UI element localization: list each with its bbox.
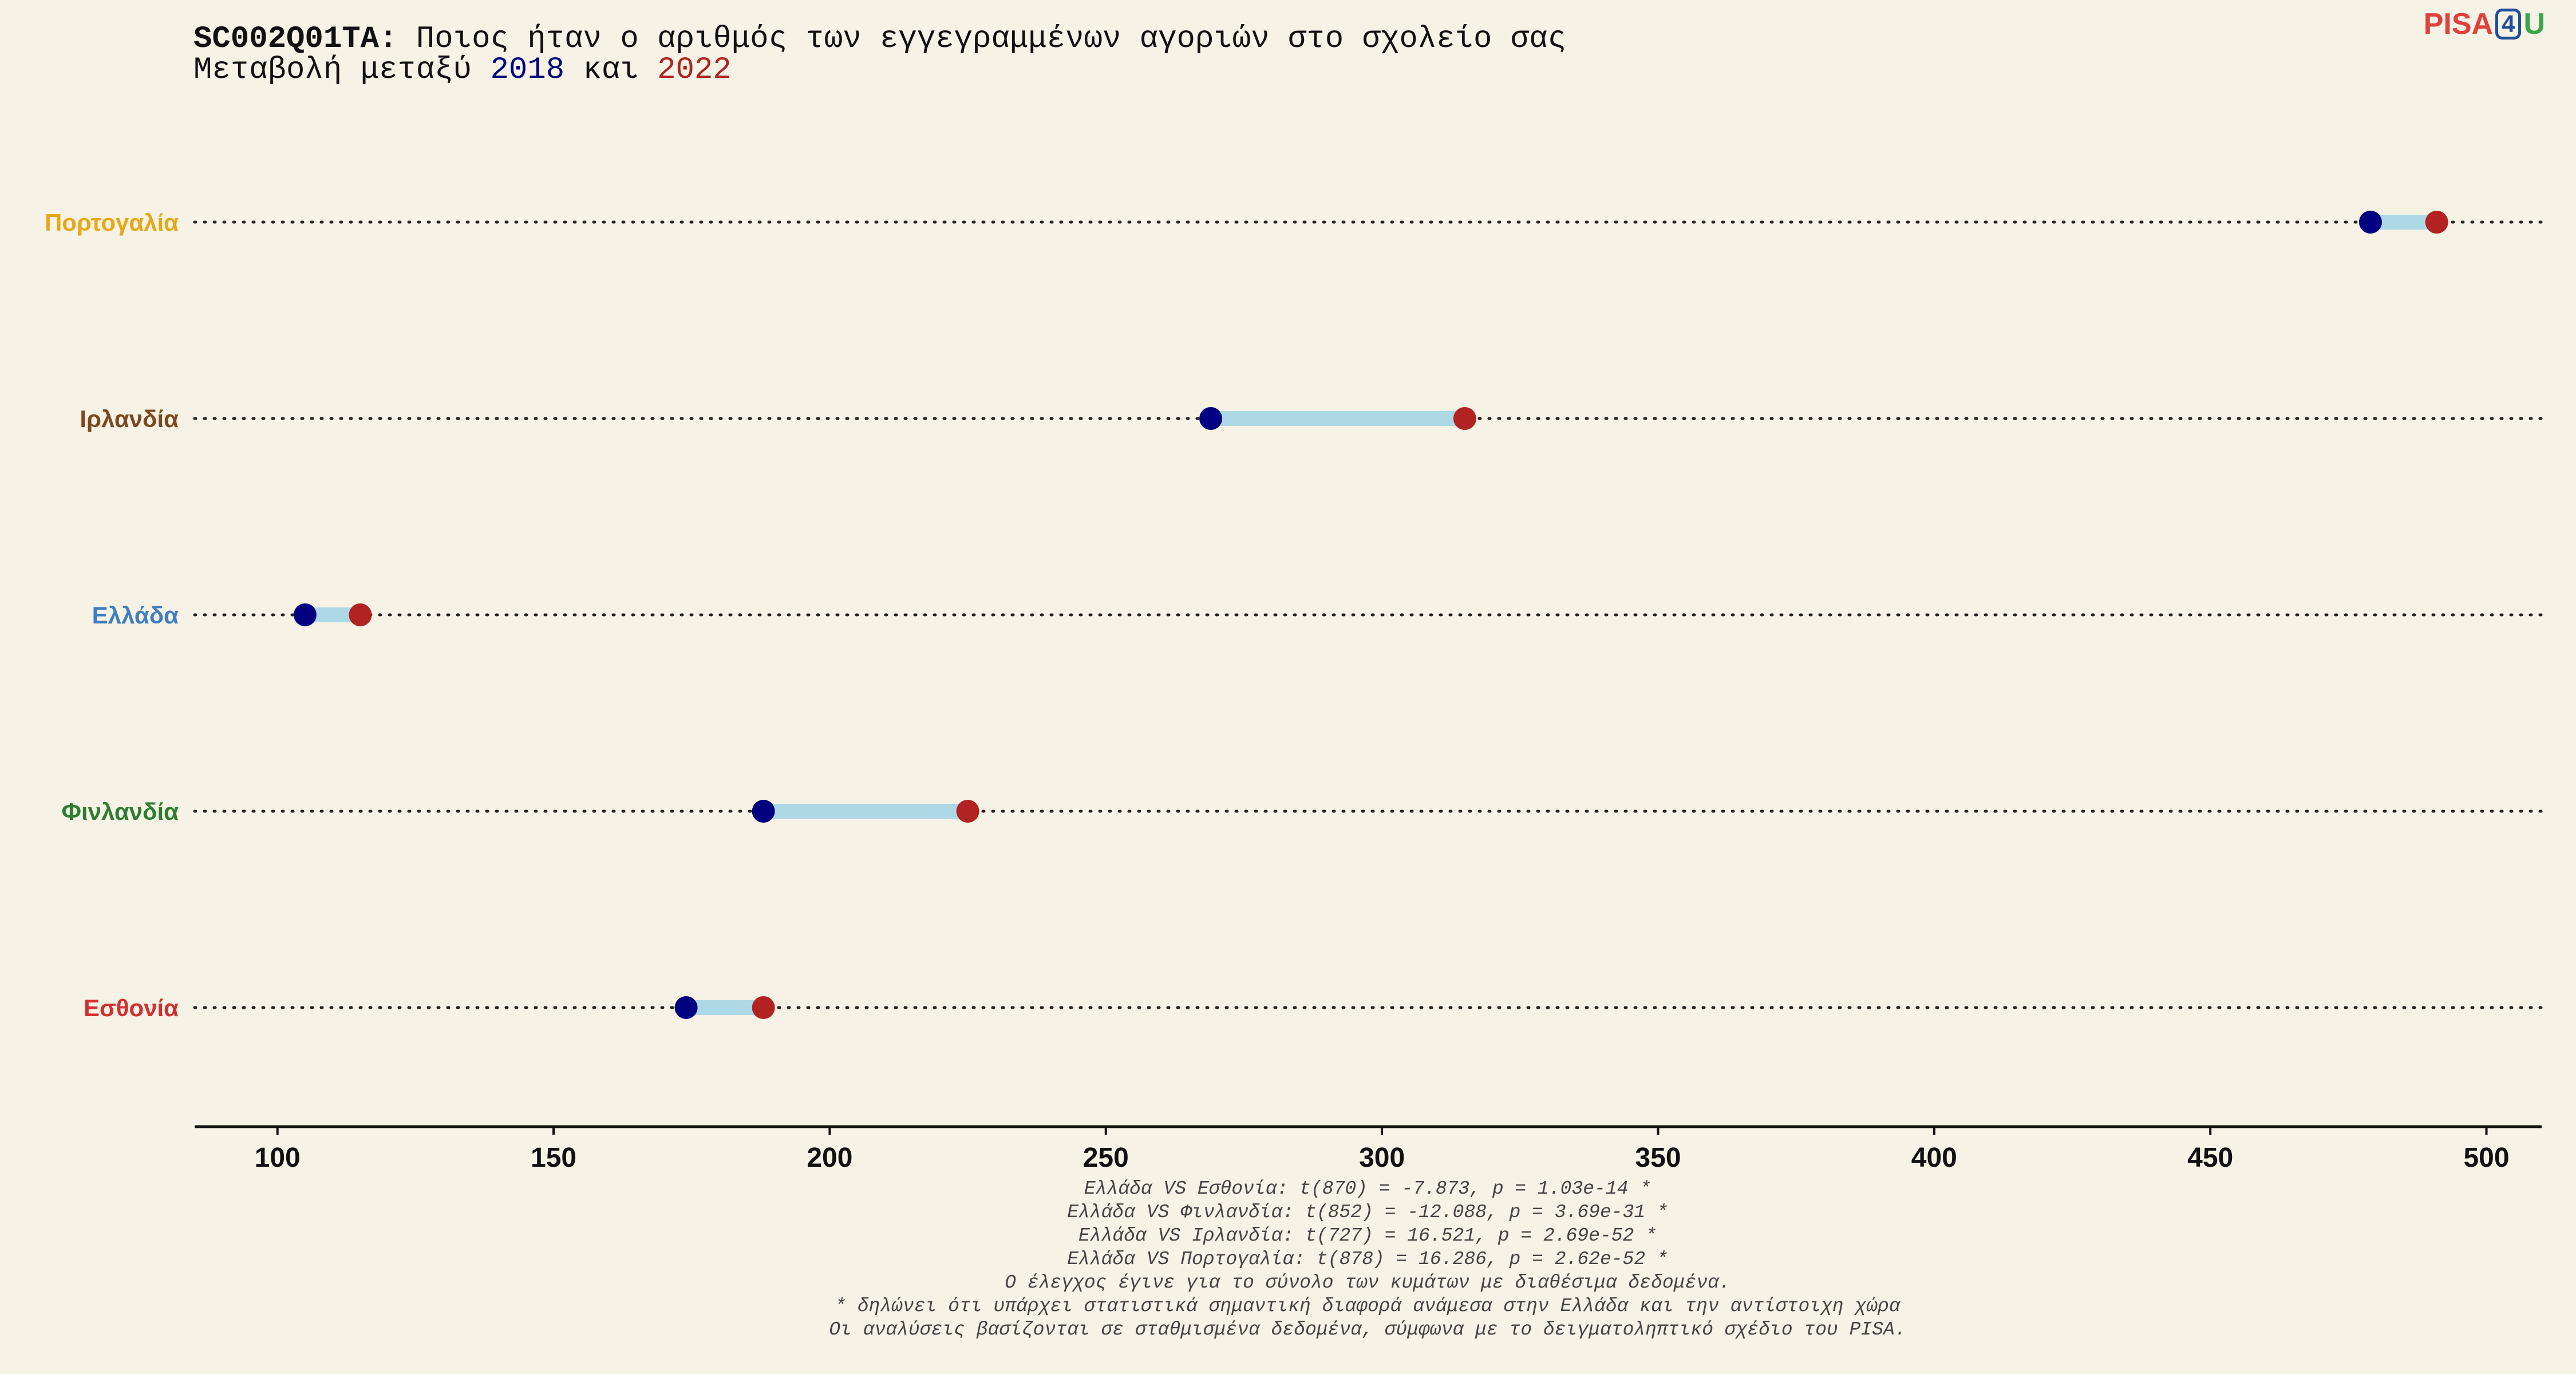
point-2018 [674,996,698,1019]
title-line: SC002Q01TA: Ποιος ήταν ο αριθμός των εγγ… [193,24,1566,55]
footnote-line: Ελλάδα VS Πορτογαλία: t(878) = 16.286, p… [1067,1249,1668,1270]
logo-pisa-text: PISA [2423,7,2494,41]
chart-rows: Πορτογαλία Ιρλανδία Ελλάδα Φινλανδία Εσθονία [45,209,2543,1021]
x-tick-label: 100 [255,1143,301,1173]
subtitle-line: Μεταβολή μεταξύ 2018 και 2022 [193,55,1566,86]
category-label: Ιρλανδία [80,405,179,432]
footnote-line: Ελλάδα VS Εσθονία: t(870) = -7.873, p = … [1084,1178,1652,1199]
subtitle-year-2022: 2022 [657,53,732,88]
point-2022 [752,996,775,1019]
subtitle-connector: και [564,53,658,88]
x-tick-label: 150 [531,1143,576,1173]
point-2018 [2358,211,2382,234]
point-2022 [349,603,372,626]
point-2022 [1453,407,1476,430]
logo-four-badge: 4 [2495,9,2522,40]
x-tick-label: 200 [807,1143,852,1173]
category-label: Ελλάδα [92,602,179,629]
category-label: Φινλανδία [62,798,179,825]
point-2018 [293,603,317,626]
question-code: SC002Q01TA: [193,22,398,57]
x-tick-label: 500 [2463,1143,2509,1173]
x-axis: 100 150 200 250 300 350 400 450 500 [195,1125,2542,1173]
point-2018 [1199,407,1223,430]
logo-u-text: U [2523,7,2545,41]
chart-title: SC002Q01TA: Ποιος ήταν ο αριθμός των εγγ… [193,24,1566,86]
x-tick-label: 350 [1635,1143,1681,1173]
category-label: Εσθονία [84,994,179,1021]
point-2018 [752,800,775,823]
footnote-line: Ελλάδα VS Φινλανδία: t(852) = -12.088, p… [1067,1202,1668,1223]
pisa4u-logo: PISA 4 U [2424,7,2545,41]
point-2022 [2425,211,2448,234]
x-tick-label: 300 [1359,1143,1405,1173]
footnote-line: Ο έλεγχος έγινε για το σύνολο των κυμάτω… [1005,1272,1730,1293]
x-tick-label: 450 [2187,1143,2233,1173]
subtitle-prefix: Μεταβολή μεταξύ [193,53,491,88]
x-tick-label: 250 [1083,1143,1129,1173]
footnote-line: Ελλάδα VS Ιρλανδία: t(727) = 16.521, p =… [1078,1225,1657,1246]
category-label: Πορτογαλία [45,209,179,236]
point-2022 [956,800,979,823]
footnotes: Ελλάδα VS Εσθονία: t(870) = -7.873, p = … [193,1177,2542,1341]
x-tick-label: 400 [1911,1143,1957,1173]
footnote-line: * δηλώνει ότι υπάρχει στατιστικά σημαντι… [835,1296,1901,1317]
footnote-line: Οι αναλύσεις βασίζονται σε σταθμισμένα δ… [829,1319,1906,1340]
subtitle-year-2018: 2018 [490,53,565,88]
question-text: Ποιος ήταν ο αριθμός των εγγεγραμμένων α… [397,22,1567,57]
